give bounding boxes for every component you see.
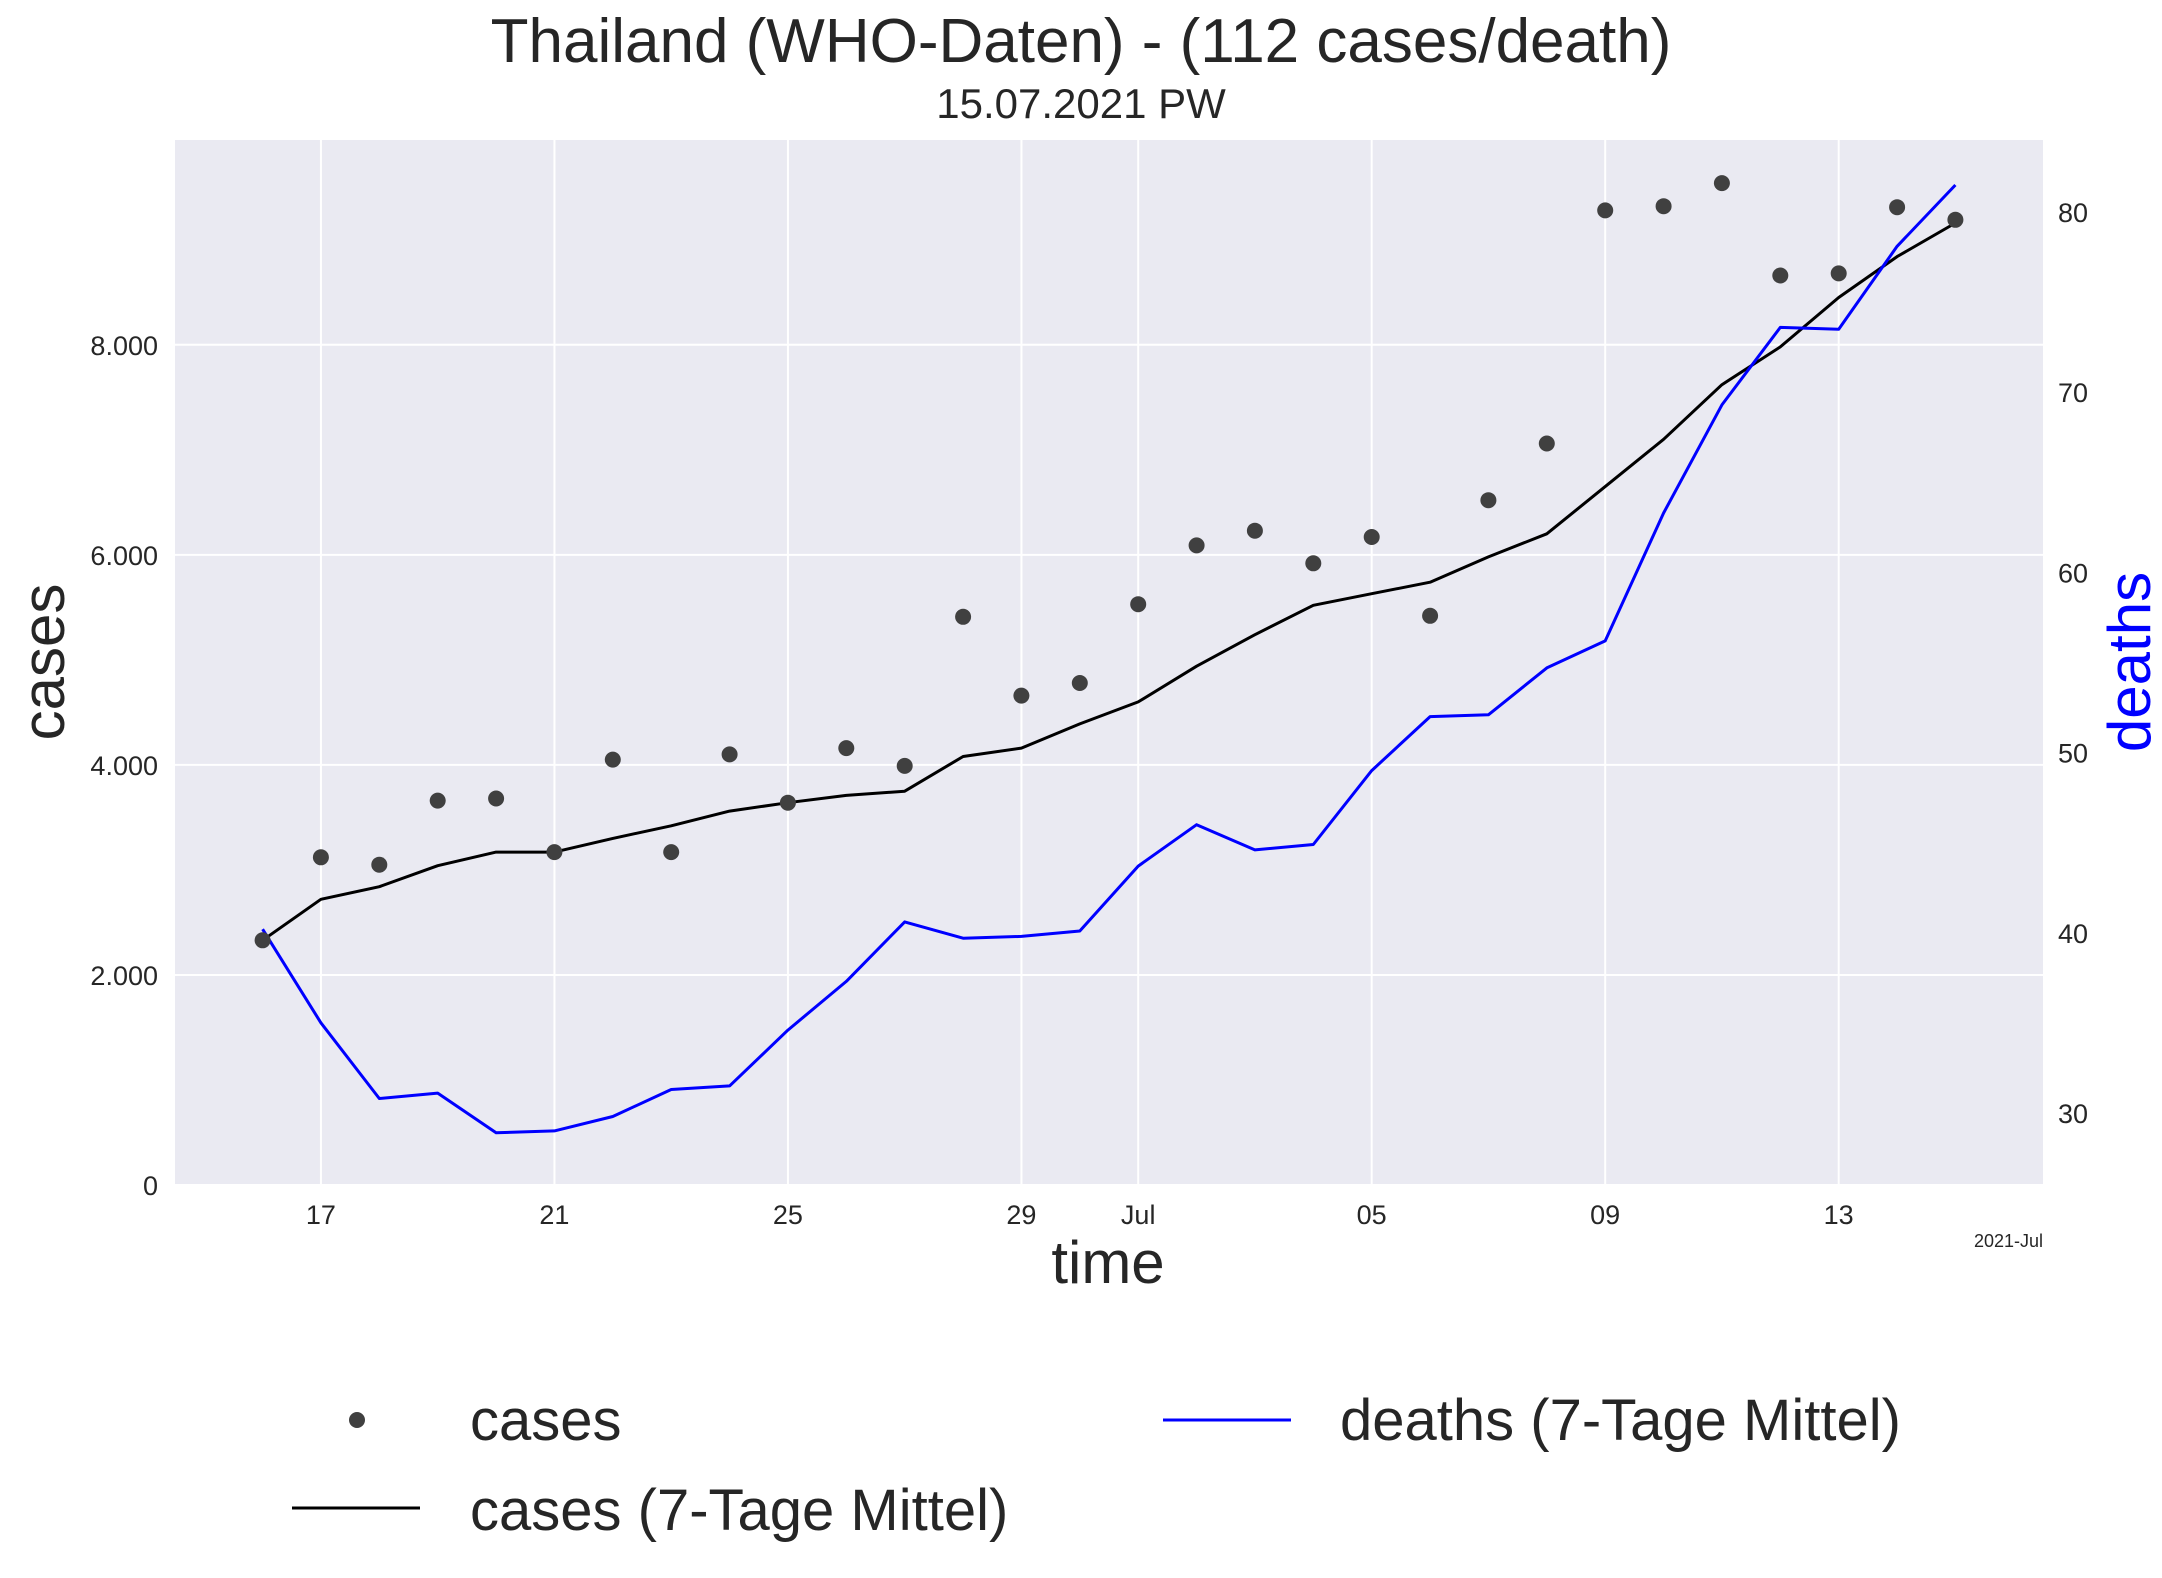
y-axis-ticks: 0 2.000 4.000 6.000 8.000 <box>90 331 158 1201</box>
cases-point <box>254 932 271 949</box>
cases-point <box>1772 267 1789 284</box>
grid-lines <box>175 140 2043 1186</box>
cases-point <box>896 757 913 774</box>
cases-point <box>488 790 505 807</box>
cases-point <box>1363 529 1380 545</box>
y2-tick-label: 60 <box>2058 558 2088 588</box>
cases-point <box>838 740 855 757</box>
x-offset-label: 2021-Jul <box>1974 1231 2043 1251</box>
y-tick-label: 8.000 <box>90 331 158 361</box>
x-tick-label: 05 <box>1357 1200 1387 1230</box>
cases-point <box>604 751 621 768</box>
x-axis-ticks: 17 21 25 29 Jul 05 09 13 <box>306 1200 1854 1230</box>
x-tick-label: 29 <box>1006 1200 1036 1230</box>
cases-point <box>1830 265 1847 282</box>
y-axis-label: cases <box>10 584 77 741</box>
y2-axis-ticks: 30 40 50 60 70 80 <box>2058 198 2088 1129</box>
cases-point <box>663 844 680 861</box>
cases-point <box>1130 596 1147 613</box>
y2-tick-label: 50 <box>2058 739 2088 769</box>
legend-label-cases-avg: cases (7-Tage Mittel) <box>470 1478 1008 1543</box>
cases-point <box>371 856 388 873</box>
cases-point <box>721 746 738 763</box>
cases-point <box>779 794 796 811</box>
cases-point <box>1655 198 1672 215</box>
x-tick-label: 13 <box>1824 1200 1854 1230</box>
plot-area <box>175 140 2043 1185</box>
x-tick-label: 09 <box>1590 1200 1620 1230</box>
legend-label-deaths-avg: deaths (7-Tage Mittel) <box>1340 1388 1901 1453</box>
y2-tick-label: 30 <box>2058 1099 2088 1129</box>
cases-point <box>1013 687 1030 704</box>
chart-marks <box>254 175 1964 1135</box>
cases-point <box>429 792 446 809</box>
cases-point <box>312 849 329 866</box>
legend-marker-cases <box>349 1412 365 1428</box>
cases-point <box>1538 435 1555 452</box>
cases-point <box>1947 211 1964 228</box>
cases-point <box>1597 202 1614 219</box>
cases-point <box>1188 537 1205 554</box>
cases-point <box>955 608 972 625</box>
chart-title: Thailand (WHO-Daten) - (112 cases/death) <box>491 7 1672 76</box>
cases-avg-line <box>261 221 1957 942</box>
legend-label-cases: cases <box>470 1388 622 1453</box>
y-tick-label: 6.000 <box>90 541 158 571</box>
deaths-avg-line <box>261 183 1957 1135</box>
cases-point <box>1422 607 1439 624</box>
y2-tick-label: 40 <box>2058 919 2088 949</box>
y2-tick-label: 80 <box>2058 198 2088 228</box>
x-tick-label: 17 <box>306 1200 336 1230</box>
y-tick-label: 4.000 <box>90 751 158 781</box>
cases-point <box>1889 199 1906 216</box>
cases-point <box>1246 522 1263 539</box>
x-tick-label: 21 <box>539 1200 569 1230</box>
cases-point <box>1480 492 1497 509</box>
chart-subtitle: 15.07.2021 PW <box>936 80 1226 127</box>
y-tick-label: 0 <box>143 1171 158 1201</box>
cases-point <box>546 844 563 861</box>
cases-point <box>1071 675 1088 691</box>
legend: cases cases (7-Tage Mittel) deaths (7-Ta… <box>292 1388 1901 1543</box>
x-axis-label: time <box>1051 1229 1164 1296</box>
cases-point <box>1305 555 1322 572</box>
x-tick-label: Jul <box>1121 1200 1156 1230</box>
x-tick-label: 25 <box>773 1200 803 1230</box>
cases-point <box>1713 175 1730 192</box>
y2-axis-label: deaths <box>2096 572 2162 752</box>
y2-tick-label: 70 <box>2058 378 2088 408</box>
y-tick-label: 2.000 <box>90 961 158 991</box>
